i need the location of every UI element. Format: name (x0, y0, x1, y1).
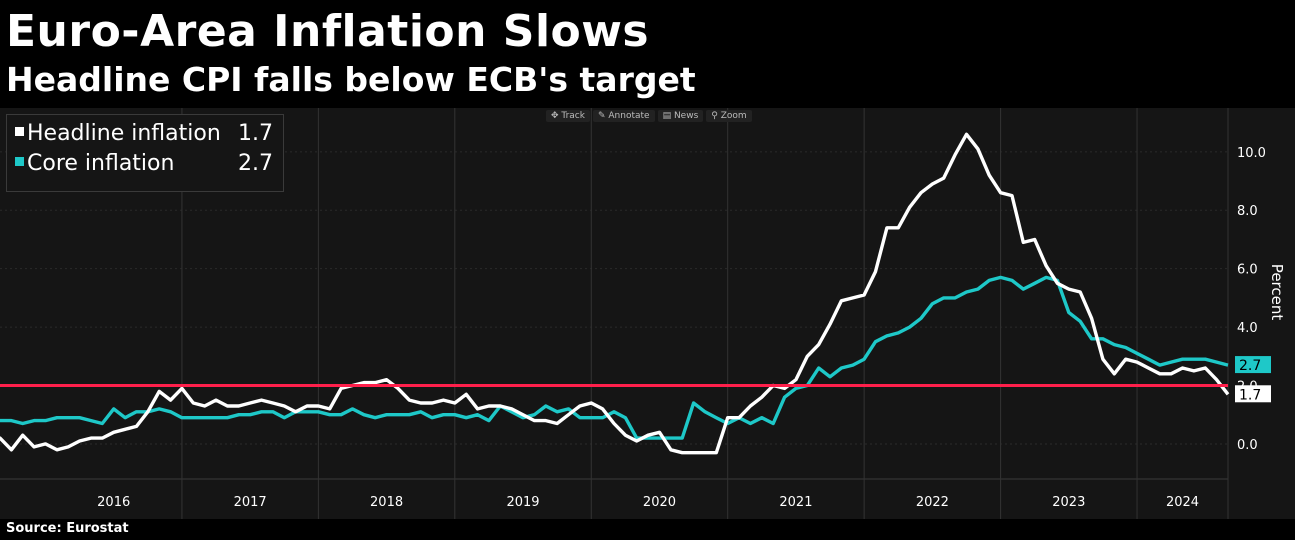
core-last-value-tag-box (1235, 356, 1271, 374)
news-button[interactable]: ▤ News (657, 110, 704, 122)
track-button[interactable]: ✥ Track (546, 110, 590, 122)
x-tick-label: 2019 (506, 495, 539, 510)
legend-item-headline[interactable]: Headline inflation (15, 121, 221, 146)
x-tick-label: 2017 (234, 495, 267, 510)
x-tick-label: 2023 (1052, 495, 1085, 510)
annotate-button[interactable]: ✎ Annotate (592, 110, 655, 122)
y-tick-label: 0.0 (1237, 438, 1258, 453)
news-icon: ▤ (662, 111, 674, 121)
y-tick-label: 10.0 (1237, 146, 1266, 161)
y-axis-label: Percent (1268, 264, 1286, 321)
chart-subtitle: Headline CPI falls below ECB's target (6, 60, 696, 99)
zoom-button[interactable]: ⚲ Zoom (706, 110, 752, 122)
y-tick-label: 6.0 (1237, 263, 1258, 278)
y-tick-label: 8.0 (1237, 204, 1258, 219)
core-last-value-tag: 2.7 (1239, 358, 1261, 374)
chart-toolbar: ✥ Track ✎ Annotate ▤ News ⚲ Zoom (546, 110, 752, 122)
inflation-chart[interactable]: 0.02.04.06.08.010.0201620172018201920202… (0, 108, 1295, 519)
headline-swatch-icon (15, 126, 24, 136)
headline-line (0, 132, 1230, 455)
headline-last-value-tag: 1.7 (1239, 387, 1261, 403)
headline-last-value-tag-box (1235, 385, 1271, 403)
legend-value-core: 2.7 (238, 151, 273, 176)
x-tick-label: 2018 (370, 495, 403, 510)
legend-value-headline: 1.7 (238, 121, 273, 146)
x-tick-label: 2021 (779, 495, 812, 510)
x-tick-label: 2016 (97, 495, 130, 510)
core-line (0, 275, 1229, 440)
crosshair-icon: ✥ (551, 111, 562, 121)
chart-title: Euro-Area Inflation Slows (6, 6, 650, 57)
magnifier-icon: ⚲ (711, 111, 721, 121)
chart-legend: Headline inflation 1.7 Core inflation 2.… (6, 114, 284, 192)
pencil-icon: ✎ (597, 111, 609, 121)
core-swatch-icon (15, 156, 24, 166)
x-tick-label: 2020 (643, 495, 676, 510)
source-note: Source: Eurostat (6, 521, 129, 536)
y-tick-label: 4.0 (1237, 321, 1258, 336)
x-tick-label: 2024 (1166, 495, 1199, 510)
legend-item-core[interactable]: Core inflation (15, 151, 174, 176)
x-tick-label: 2022 (916, 495, 949, 510)
